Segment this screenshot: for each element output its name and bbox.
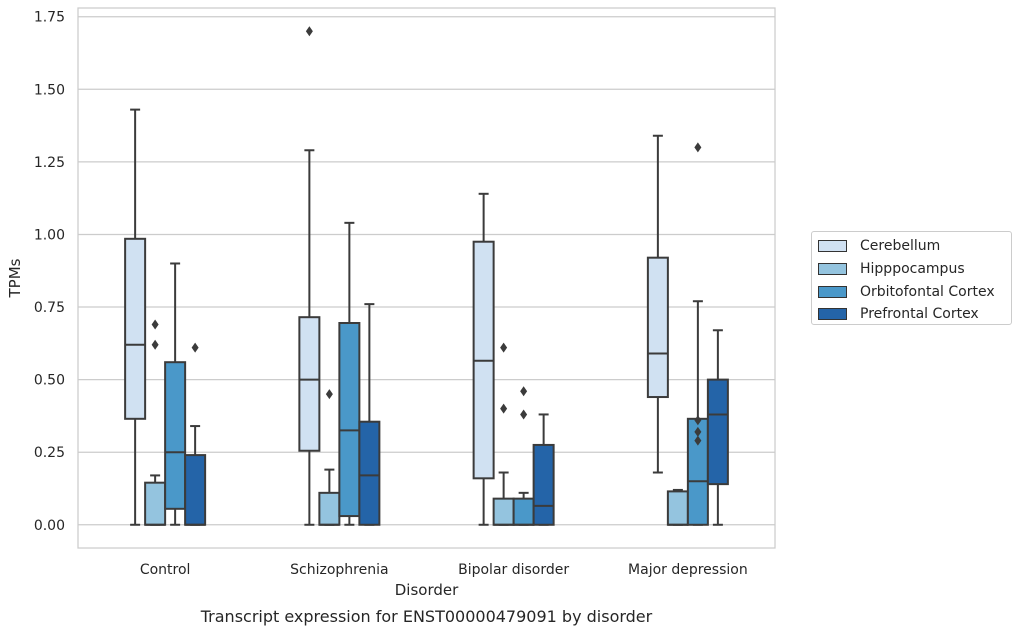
legend-label-orbitofrontal-cortex: Orbitofontal Cortex [860, 283, 995, 300]
box [512, 497, 535, 526]
outlier-point [520, 409, 528, 420]
outlier-point [694, 426, 702, 437]
box-plot [358, 303, 381, 526]
x-tick-label: Bipolar disorder [458, 562, 569, 578]
y-axis-label: TPMs [6, 258, 24, 298]
outlier-point [305, 26, 313, 37]
box-plot [492, 342, 515, 526]
outlier-point [151, 339, 159, 350]
outlier-point [325, 389, 333, 400]
plot-frame [77, 7, 776, 549]
legend-label-prefrontal-cortex: Prefrontal Cortex [860, 306, 979, 323]
legend-label-hippocampus: Hipppocampus [860, 261, 965, 278]
legend: Cerebellum Hipppocampus Orbitofontal Cor… [811, 231, 1012, 325]
y-tick-label: 1.25 [34, 155, 65, 171]
box-plot [298, 26, 321, 526]
y-tick-label: 0.25 [34, 445, 65, 461]
legend-swatch-orbitofrontal-cortex [818, 285, 847, 298]
box-plot [512, 386, 535, 526]
box-plot [706, 329, 729, 526]
box [298, 316, 321, 452]
box [164, 361, 187, 510]
outlier-point [694, 415, 702, 426]
y-tick-label: 1.00 [34, 227, 65, 243]
box-plot [646, 134, 669, 474]
box-plot [338, 221, 361, 526]
legend-item-hippocampus: Hipppocampus [818, 258, 1011, 281]
outlier-point [520, 386, 528, 397]
outlier-point [500, 403, 508, 414]
legend-swatch-cerebellum [818, 240, 847, 253]
box [144, 481, 167, 526]
box [666, 490, 689, 526]
box [358, 420, 381, 526]
legend-swatch-hippocampus [818, 263, 847, 276]
legend-item-cerebellum: Cerebellum [818, 235, 1011, 258]
box-plot [532, 413, 555, 526]
box-plot [318, 389, 341, 526]
box-plot [666, 488, 689, 526]
x-tick-label: Major depression [628, 562, 748, 578]
y-tick-label: 0.50 [34, 373, 65, 389]
box-plot [686, 142, 709, 526]
legend-item-prefrontal-cortex: Prefrontal Cortex [818, 303, 1011, 326]
box [646, 256, 669, 399]
box [338, 322, 361, 518]
box-plot [144, 319, 167, 526]
outlier-point [191, 342, 199, 353]
box [318, 491, 341, 526]
box-plots [124, 26, 729, 526]
x-axis-label: Disorder [395, 581, 459, 599]
outlier-point [694, 142, 702, 153]
legend-swatch-prefrontal-cortex [818, 308, 847, 321]
y-axis-ticks: 0.00 0.25 0.50 0.75 1.00 1.25 1.50 1.75 [34, 10, 65, 534]
box [532, 443, 555, 526]
y-tick-label: 1.75 [34, 10, 65, 26]
outlier-point [151, 319, 159, 330]
box-plot [472, 192, 495, 526]
chart-title: Transcript expression for ENST0000047909… [200, 607, 653, 626]
box [706, 378, 729, 486]
box-plot [164, 262, 187, 526]
y-tick-label: 1.50 [34, 82, 65, 98]
legend-label-cerebellum: Cerebellum [860, 238, 941, 255]
x-axis-ticks: Control Schizophrenia Bipolar disorder Majo… [140, 562, 748, 578]
box [184, 454, 207, 526]
outlier-point [694, 435, 702, 446]
outlier-point [500, 342, 508, 353]
y-tick-label: 0.00 [34, 518, 65, 534]
box [124, 237, 147, 420]
legend-item-orbitofrontal-cortex: Orbitofontal Cortex [818, 280, 1011, 303]
y-tick-label: 0.75 [34, 300, 65, 316]
box-plot [124, 108, 147, 526]
box-plot [184, 342, 207, 526]
x-tick-label: Control [140, 562, 191, 578]
x-tick-label: Schizophrenia [290, 562, 388, 578]
box [492, 497, 515, 526]
